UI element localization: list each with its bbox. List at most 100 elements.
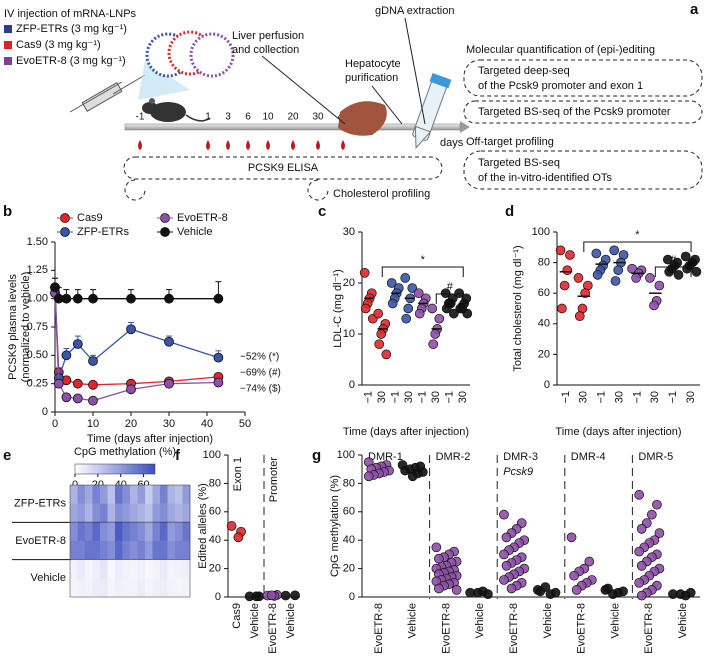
data-point: [557, 303, 567, 314]
step-label: gDNA extraction: [375, 5, 454, 17]
group-label: DMR-3: [503, 451, 538, 463]
x-tick-label: Vehicle: [609, 603, 621, 638]
data-point: [499, 549, 509, 560]
y-tick-label: 0.50: [27, 349, 48, 361]
data-point: [591, 248, 602, 259]
data-point: [386, 278, 397, 288]
x-tick-label: 30: [403, 391, 415, 403]
data-point: [233, 532, 244, 543]
y-tick-label: 80: [343, 477, 355, 489]
y-tick-label: 40: [343, 534, 355, 546]
heatmap-cell: [107, 503, 116, 523]
data-point: [610, 276, 621, 286]
data-point: [387, 298, 398, 309]
data-point: [164, 293, 174, 304]
data-point: [636, 523, 647, 534]
x-tick-label: EvoETR-8: [643, 603, 655, 654]
x-tick-label: −1: [631, 391, 643, 404]
heatmap-cell: [175, 485, 183, 504]
data-point: [662, 254, 673, 265]
annotation: −74% ($): [240, 384, 281, 395]
blood-drop: [138, 140, 142, 150]
y-tick-label: 20: [343, 277, 355, 289]
blood-drop: [246, 140, 250, 150]
x-tick-label: −1: [390, 391, 402, 404]
x-tick-label: 20: [125, 418, 137, 430]
row-label: EvoETR-8: [15, 535, 66, 547]
data-point: [61, 293, 72, 304]
data-point: [53, 378, 64, 389]
readout-box: [463, 59, 703, 97]
y-tick-label: 80: [209, 477, 221, 489]
heatmap-cell: [130, 485, 138, 504]
panel-letter: c: [318, 203, 326, 220]
heatmap-cell: [70, 485, 78, 504]
step-label: and collection: [232, 44, 299, 56]
day-label: -1: [136, 112, 145, 123]
day-label: 20: [287, 112, 299, 123]
y-tick-label: 20: [538, 348, 550, 360]
readout-box: [463, 150, 703, 190]
significance: #: [670, 254, 677, 266]
data-point: [427, 303, 438, 314]
heatmap-cell: [137, 485, 146, 504]
heatmap-cell: [160, 503, 168, 523]
y-tick-label: 0: [349, 591, 355, 603]
day-label: 10: [262, 112, 274, 123]
heatmap-cell: [77, 559, 86, 579]
panel-letter: e: [3, 447, 11, 464]
data-point: [126, 384, 136, 395]
x-tick-label: Cas9: [231, 603, 243, 629]
panel-letter: a: [690, 1, 699, 18]
heatmap-cell: [152, 522, 161, 542]
pointer: [404, 17, 426, 125]
data-point: [251, 591, 262, 602]
data-point: [545, 589, 556, 600]
data-point: [584, 556, 595, 567]
heatmap-cell: [92, 503, 101, 523]
y-tick-label: 10: [343, 328, 355, 340]
heatmap-cell: [122, 559, 131, 579]
x-axis-label: Time (days after injection): [343, 426, 469, 438]
bracket: [583, 241, 692, 252]
panel-letter: g: [312, 447, 321, 464]
heatmap-cell: [130, 522, 138, 542]
group-subtitle: Pcsk9: [503, 466, 533, 478]
data-point: [430, 329, 441, 339]
data-point: [664, 266, 675, 277]
heatmap-cell: [160, 578, 168, 598]
y-tick-label: 1.50: [27, 236, 48, 248]
heatmap-cell: [152, 485, 161, 504]
data-point: [649, 300, 659, 311]
data-point: [126, 324, 136, 335]
data-point: [634, 577, 645, 588]
data-point: [499, 575, 509, 585]
heatmap-cell: [182, 503, 191, 523]
pointer: [261, 55, 346, 125]
data-point: [565, 250, 575, 260]
y-tick-label: 40: [209, 534, 221, 546]
connector: [124, 179, 146, 201]
x-tick-label: 30: [613, 391, 625, 403]
step-label: purification: [345, 72, 398, 84]
y-axis-label: CpG methylation (%): [329, 475, 341, 577]
data-point: [428, 339, 439, 350]
data-point: [645, 273, 655, 283]
data-point: [440, 288, 451, 299]
heatmap-cell: [77, 522, 86, 542]
step-label: Hepatocyte: [345, 58, 401, 70]
x-tick-label: 50: [239, 418, 251, 430]
data-point: [88, 395, 98, 406]
heatmap-cell: [85, 578, 93, 598]
heatmap-cell: [167, 503, 176, 523]
data-point: [359, 267, 370, 278]
significance: *: [421, 254, 426, 266]
data-point: [414, 308, 425, 319]
data-point: [400, 273, 411, 283]
heatmap-cell: [100, 522, 108, 542]
x-tick-label: 30: [685, 391, 697, 403]
y-tick-label: 1.00: [27, 293, 48, 305]
x-axis-label: Time (days after injection): [555, 426, 681, 438]
data-point: [280, 590, 291, 601]
data-point: [213, 352, 224, 363]
